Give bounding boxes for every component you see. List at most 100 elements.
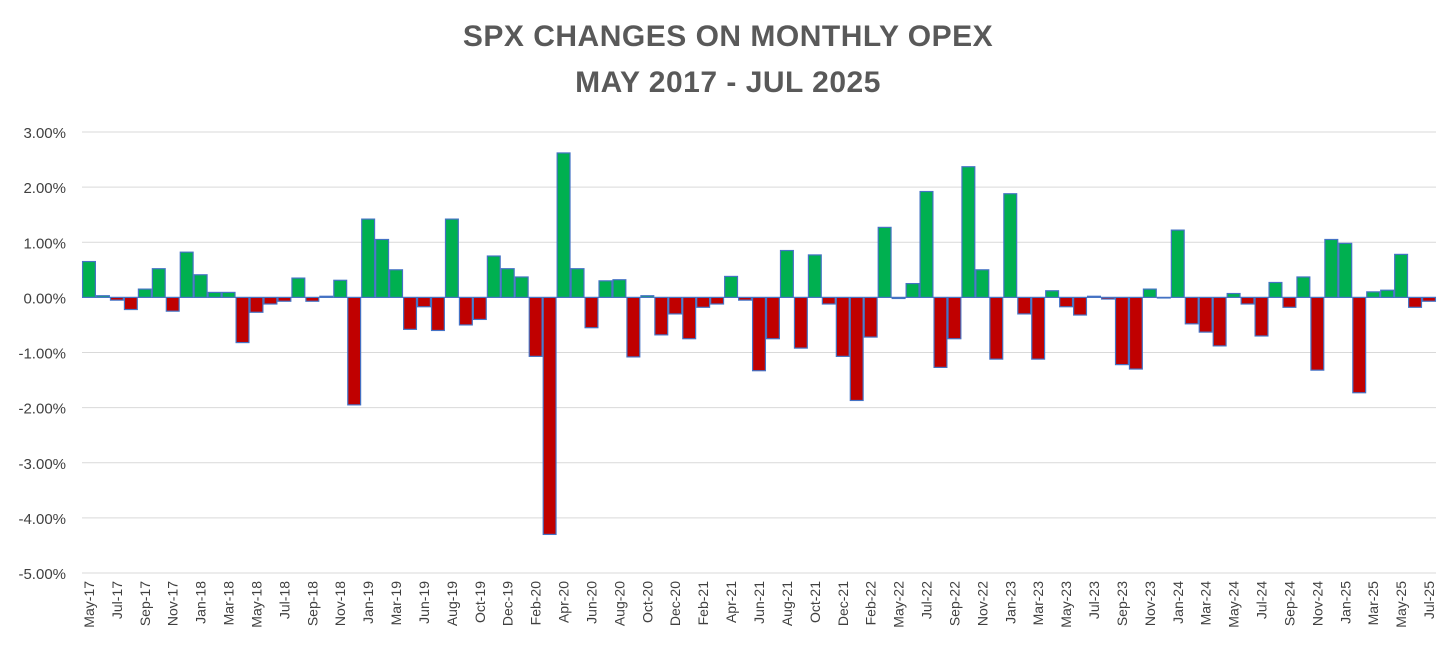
x-tick-label: Feb-21 [695, 581, 711, 626]
bar [849, 296, 864, 402]
x-tick-label: May-23 [1058, 581, 1074, 628]
bar [696, 296, 711, 308]
bar [807, 254, 822, 298]
bar [1114, 296, 1129, 366]
bar [1212, 296, 1227, 347]
bar [1059, 296, 1074, 308]
x-tick-label: May-18 [248, 581, 264, 628]
x-tick-label: Jun-20 [583, 581, 599, 624]
bar [123, 296, 138, 311]
y-tick-label: -2.00% [18, 401, 66, 418]
x-tick-label: Nov-24 [1309, 581, 1325, 626]
bar [640, 295, 655, 298]
x-tick-label: Jan-25 [1337, 581, 1353, 624]
bar [430, 296, 445, 332]
bar [137, 288, 152, 298]
bar [263, 296, 278, 305]
bar [1408, 296, 1423, 308]
x-tick-label: May-22 [891, 581, 907, 628]
bar [207, 291, 222, 298]
bar [1170, 229, 1185, 298]
bar [81, 260, 96, 298]
x-tick-label: May-25 [1393, 581, 1409, 628]
bar [947, 296, 962, 340]
bar [109, 296, 124, 301]
bar [1352, 296, 1367, 394]
x-tick-label: Dec-20 [667, 581, 683, 626]
x-tick-label: Nov-18 [332, 581, 348, 626]
bar [1100, 296, 1115, 300]
bar [193, 274, 208, 298]
bar [626, 296, 641, 358]
y-tick-label: 1.00% [23, 235, 66, 252]
bar [221, 291, 236, 298]
bar [235, 296, 250, 344]
x-tick-label: Oct-21 [807, 581, 823, 623]
bar [863, 296, 878, 338]
bar [179, 251, 194, 298]
x-tick-label: May-24 [1226, 581, 1242, 628]
x-tick-label: Jul-22 [919, 581, 935, 619]
x-tick-label: Jan-24 [1170, 581, 1186, 624]
x-tick-label: Nov-23 [1142, 581, 1158, 626]
bar [570, 268, 585, 298]
chart-title: SPX CHANGES ON MONTHLY OPEX [462, 20, 994, 53]
bar [1073, 296, 1088, 316]
bar [682, 296, 697, 340]
bar [933, 296, 948, 368]
bar [710, 296, 725, 305]
bar [528, 296, 543, 357]
x-tick-label: Feb-22 [863, 581, 879, 626]
x-tick-label: Jul-24 [1254, 581, 1270, 619]
x-tick-label: Jan-19 [360, 581, 376, 624]
bar [486, 255, 501, 298]
bar [333, 279, 348, 298]
bar [305, 296, 320, 302]
y-tick-label: 2.00% [23, 180, 66, 197]
bar [598, 280, 613, 298]
bar [389, 269, 404, 298]
bar [514, 276, 529, 298]
y-tick-label: 0.00% [23, 290, 66, 307]
bar [724, 275, 739, 298]
bar [654, 296, 669, 336]
x-tick-label: Jan-23 [1002, 581, 1018, 624]
bar [1226, 292, 1241, 298]
bar [347, 296, 362, 406]
x-tick-label: Jul-23 [1086, 581, 1102, 619]
bar [793, 296, 808, 349]
x-tick-label: Mar-25 [1365, 581, 1381, 626]
bar [1142, 288, 1157, 298]
bar [500, 268, 515, 298]
bar [779, 249, 794, 298]
bar [821, 296, 836, 305]
x-tick-label: Sep-24 [1281, 581, 1297, 626]
bar [1324, 238, 1339, 298]
bar [1198, 296, 1213, 333]
bar [472, 296, 487, 321]
y-tick-label: -4.00% [18, 511, 66, 528]
bar [612, 279, 627, 298]
x-tick-label: May-17 [81, 581, 97, 628]
x-tick-label: Jan-18 [193, 581, 209, 624]
x-tick-label: Mar-23 [1030, 581, 1046, 626]
bar [891, 296, 906, 300]
bar [1031, 296, 1046, 360]
bar [249, 296, 264, 313]
bar [1128, 296, 1143, 370]
bar [1184, 296, 1199, 325]
bar [165, 296, 180, 312]
bar [458, 296, 473, 326]
bar [905, 282, 920, 298]
y-tick-label: -3.00% [18, 456, 66, 473]
y-tick-label: -5.00% [18, 566, 66, 583]
bar [1268, 281, 1283, 298]
bar [375, 238, 390, 298]
bar [403, 296, 418, 330]
bar [1421, 296, 1437, 302]
bar [556, 152, 571, 298]
bar [319, 295, 334, 298]
bar [1296, 276, 1311, 298]
bar [975, 269, 990, 298]
bar [751, 296, 767, 372]
